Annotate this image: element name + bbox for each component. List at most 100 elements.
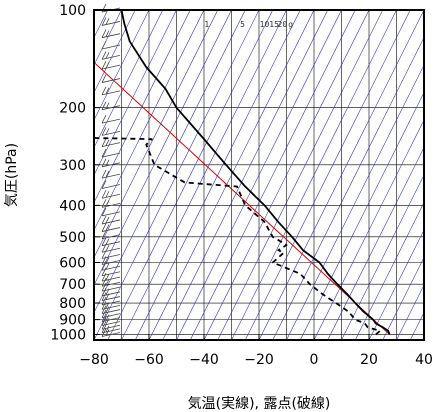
skewed-isotherm-line: [409, 311, 424, 340]
wind-barb-stem: [101, 332, 121, 337]
wind-barb-stem: [101, 328, 121, 334]
wind-barb-flag: [105, 18, 110, 25]
wind-barb: [101, 114, 121, 124]
wind-barb-flag: [105, 314, 110, 321]
wind-barb-flag: [101, 180, 107, 189]
mixing-ratio-label: 1: [204, 20, 209, 29]
y-tick-label: 100: [59, 3, 86, 19]
wind-barb: [101, 169, 121, 179]
wind-barb-stem: [101, 271, 121, 277]
wind-barb: [101, 278, 121, 287]
wind-barb-stem: [101, 296, 121, 301]
wind-barb-stem: [101, 118, 121, 124]
wind-barb-stem: [101, 313, 121, 319]
skewed-isotherm-line: [176, 10, 342, 340]
skewed-isotherm-line: [94, 10, 260, 340]
wind-barb-flag: [101, 169, 107, 179]
wind-barb-flag: [105, 102, 110, 109]
skewed-isotherm-line: [286, 64, 424, 340]
wind-barb-flag: [101, 114, 107, 124]
wind-barb-stem: [101, 184, 121, 189]
skewed-isotherm-line: [94, 10, 219, 259]
mixing-ratio-label: g: [288, 20, 293, 29]
wind-barb-flag: [101, 74, 107, 83]
wind-barb-flag: [105, 216, 110, 224]
wind-barb-stem: [101, 173, 121, 179]
skewed-isotherm-line: [148, 10, 315, 340]
wind-barb-stem: [101, 317, 121, 323]
skewed-isotherm-line: [217, 10, 384, 340]
y-tick-label: 900: [59, 313, 86, 329]
skewed-isotherm-line: [327, 146, 424, 340]
wind-barb-flag: [101, 272, 107, 282]
wind-barb-stem: [101, 162, 121, 168]
wind-barb: [101, 282, 121, 292]
dewpoint-line: [94, 137, 381, 336]
skewed-isotherm-line: [134, 10, 301, 340]
skewed-isotherm-line: [423, 339, 424, 340]
wind-barb-flag: [105, 61, 110, 69]
x-tick-label: −80: [79, 352, 109, 368]
wind-barb-flag: [101, 215, 107, 225]
wind-barb: [101, 74, 121, 83]
profile-series: [94, 10, 391, 336]
wind-barb-stem: [101, 286, 121, 292]
x-tick-label: −60: [134, 352, 164, 368]
wind-barb-flag: [105, 128, 110, 135]
wind-barb-flag: [105, 159, 110, 166]
skewed-isotherm-line: [313, 119, 424, 340]
wind-barb-flag: [101, 17, 107, 26]
wind-barb: [101, 207, 121, 217]
wind-barb-stem: [101, 105, 121, 111]
wind-barb-flag: [101, 301, 107, 310]
wind-barb-flag: [105, 238, 110, 245]
skewed-isotherm-line: [203, 10, 370, 340]
wind-barb: [101, 296, 121, 306]
x-tick-label: 20: [360, 352, 378, 368]
wind-barb-flag: [105, 191, 110, 198]
y-tick-label: 300: [59, 158, 86, 174]
skewed-isotherm-line: [396, 284, 424, 340]
skewed-isotherm-line: [244, 10, 411, 340]
wind-barb-flag: [105, 87, 110, 95]
wind-barb-flag: [101, 190, 107, 199]
wind-barb: [101, 17, 121, 26]
wind-barb-stem: [101, 321, 121, 326]
skewed-isotherm-line: [368, 229, 424, 340]
wind-barb-flag: [101, 309, 107, 318]
skewed-isotherm-line: [121, 10, 287, 340]
wind-barb-stem: [101, 265, 121, 271]
wind-barb-stem: [101, 55, 121, 60]
x-tick-label: −40: [189, 352, 219, 368]
x-tick-label: 40: [415, 352, 433, 368]
wind-barb: [101, 199, 121, 208]
wind-barb-flag: [101, 29, 107, 38]
wind-barb-flag: [105, 257, 110, 264]
wind-barb-flag: [101, 207, 107, 217]
wind-barb-stem: [101, 260, 121, 265]
wind-barb-flag: [101, 313, 107, 322]
wind-barb-flag: [105, 329, 110, 336]
wind-barb-flag: [101, 230, 107, 239]
y-tick-label: 800: [59, 296, 86, 312]
wind-barb-flag: [105, 273, 110, 281]
mixing-ratio-label: 15: [269, 20, 279, 29]
wind-barb-stem: [101, 130, 121, 136]
wind-barb-stem: [101, 219, 121, 225]
wind-barb: [101, 190, 121, 199]
wind-barb-flag: [105, 139, 110, 146]
wind-barb: [101, 313, 121, 323]
wind-barb-flag: [101, 51, 107, 60]
wind-barb-flag: [105, 30, 110, 37]
wind-barb-stem: [101, 21, 121, 26]
wind-barb-flag: [105, 170, 110, 178]
wind-barb-flag: [101, 158, 107, 167]
skewed-isotherm-line: [94, 10, 164, 149]
wind-barb-stem: [101, 291, 121, 297]
wind-barb-flag: [105, 200, 110, 207]
mixing-ratio-label: 10: [260, 20, 270, 29]
reference-line: [94, 61, 390, 335]
